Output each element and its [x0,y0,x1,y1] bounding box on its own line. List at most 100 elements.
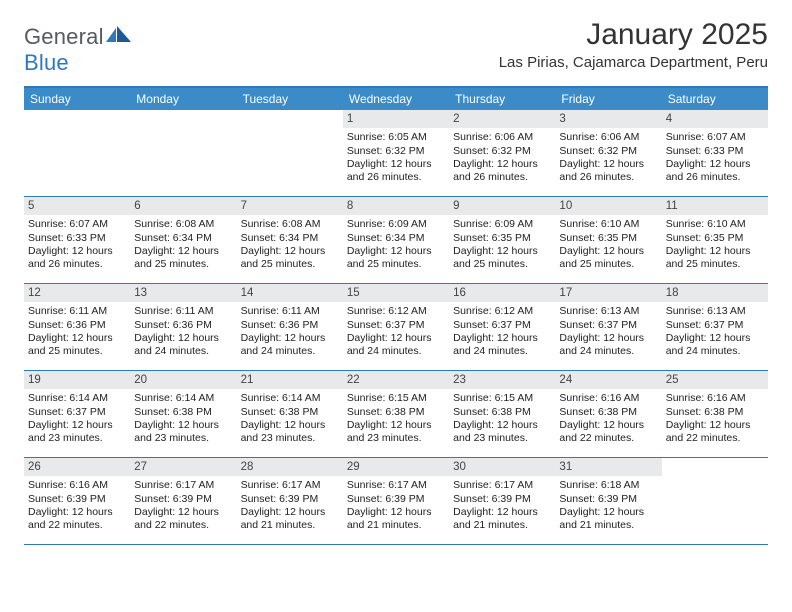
day-cell: 6Sunrise: 6:08 AMSunset: 6:34 PMDaylight… [130,197,236,283]
sunset-line: Sunset: 6:36 PM [28,319,126,332]
sunset-line: Sunset: 6:37 PM [559,319,657,332]
daylight-line: Daylight: 12 hours and 25 minutes. [28,332,126,358]
dow-cell: Saturday [662,88,768,110]
day-number: 7 [237,197,343,215]
sunset-line: Sunset: 6:35 PM [559,232,657,245]
sunrise-line: Sunrise: 6:08 AM [134,218,232,231]
day-cell: 21Sunrise: 6:14 AMSunset: 6:38 PMDayligh… [237,371,343,457]
sunrise-line: Sunrise: 6:11 AM [134,305,232,318]
daylight-line: Daylight: 12 hours and 22 minutes. [28,506,126,532]
sunrise-line: Sunrise: 6:17 AM [134,479,232,492]
dow-cell: Friday [555,88,661,110]
header: GeneralBlue January 2025 Las Pirias, Caj… [24,18,768,76]
daylight-line: Daylight: 12 hours and 26 minutes. [559,158,657,184]
day-number: 25 [662,371,768,389]
sunset-line: Sunset: 6:35 PM [666,232,764,245]
day-cell: 1Sunrise: 6:05 AMSunset: 6:32 PMDaylight… [343,110,449,196]
dow-cell: Monday [130,88,236,110]
sunrise-line: Sunrise: 6:14 AM [241,392,339,405]
month-title: January 2025 [499,18,768,52]
sunset-line: Sunset: 6:34 PM [241,232,339,245]
daylight-line: Daylight: 12 hours and 26 minutes. [28,245,126,271]
sunset-line: Sunset: 6:32 PM [347,145,445,158]
day-number: 8 [343,197,449,215]
sunset-line: Sunset: 6:34 PM [347,232,445,245]
sunset-line: Sunset: 6:37 PM [347,319,445,332]
sunrise-line: Sunrise: 6:06 AM [559,131,657,144]
day-number: 31 [555,458,661,476]
day-number: 24 [555,371,661,389]
daylight-line: Daylight: 12 hours and 23 minutes. [453,419,551,445]
day-cell: 24Sunrise: 6:16 AMSunset: 6:38 PMDayligh… [555,371,661,457]
day-number: 27 [130,458,236,476]
day-number: 13 [130,284,236,302]
sunrise-line: Sunrise: 6:16 AM [28,479,126,492]
sunset-line: Sunset: 6:39 PM [453,493,551,506]
sunset-line: Sunset: 6:33 PM [666,145,764,158]
day-number: 17 [555,284,661,302]
day-cell: 17Sunrise: 6:13 AMSunset: 6:37 PMDayligh… [555,284,661,370]
daylight-line: Daylight: 12 hours and 21 minutes. [453,506,551,532]
dow-cell: Thursday [449,88,555,110]
day-cell: 12Sunrise: 6:11 AMSunset: 6:36 PMDayligh… [24,284,130,370]
logo-mark-icon [106,24,132,44]
sunrise-line: Sunrise: 6:14 AM [134,392,232,405]
weeks-container: 1Sunrise: 6:05 AMSunset: 6:32 PMDaylight… [24,110,768,545]
day-cell: 3Sunrise: 6:06 AMSunset: 6:32 PMDaylight… [555,110,661,196]
sunset-line: Sunset: 6:36 PM [134,319,232,332]
sunrise-line: Sunrise: 6:11 AM [28,305,126,318]
dow-cell: Sunday [24,88,130,110]
day-cell: 26Sunrise: 6:16 AMSunset: 6:39 PMDayligh… [24,458,130,544]
logo-text-2: Blue [24,50,69,75]
sunrise-line: Sunrise: 6:06 AM [453,131,551,144]
sunset-line: Sunset: 6:38 PM [347,406,445,419]
day-cell: 23Sunrise: 6:15 AMSunset: 6:38 PMDayligh… [449,371,555,457]
day-number: 22 [343,371,449,389]
day-number: 15 [343,284,449,302]
sunrise-line: Sunrise: 6:07 AM [28,218,126,231]
dow-cell: Wednesday [343,88,449,110]
daylight-line: Daylight: 12 hours and 23 minutes. [347,419,445,445]
daylight-line: Daylight: 12 hours and 25 minutes. [241,245,339,271]
calendar: SundayMondayTuesdayWednesdayThursdayFrid… [24,86,768,545]
day-cell: 7 Sunrise: 6:08 AMSunset: 6:34 PMDaylight… [237,197,343,283]
day-cell [237,110,343,196]
sunset-line: Sunset: 6:37 PM [666,319,764,332]
sunrise-line: Sunrise: 6:09 AM [347,218,445,231]
sunrise-line: Sunrise: 6:09 AM [453,218,551,231]
sunset-line: Sunset: 6:38 PM [134,406,232,419]
day-cell [130,110,236,196]
day-number: 21 [237,371,343,389]
sunrise-line: Sunrise: 6:18 AM [559,479,657,492]
sunrise-line: Sunrise: 6:16 AM [666,392,764,405]
day-number: 16 [449,284,555,302]
daylight-line: Daylight: 12 hours and 23 minutes. [134,419,232,445]
week-row: 26Sunrise: 6:16 AMSunset: 6:39 PMDayligh… [24,458,768,545]
day-cell [24,110,130,196]
sunset-line: Sunset: 6:33 PM [28,232,126,245]
sunrise-line: Sunrise: 6:10 AM [666,218,764,231]
day-cell: 5Sunrise: 6:07 AMSunset: 6:33 PMDaylight… [24,197,130,283]
day-number: 3 [555,110,661,128]
daylight-line: Daylight: 12 hours and 26 minutes. [347,158,445,184]
sunset-line: Sunset: 6:37 PM [28,406,126,419]
week-row: 1Sunrise: 6:05 AMSunset: 6:32 PMDaylight… [24,110,768,197]
daylight-line: Daylight: 12 hours and 22 minutes. [134,506,232,532]
day-cell [662,458,768,544]
day-cell: 30Sunrise: 6:17 AMSunset: 6:39 PMDayligh… [449,458,555,544]
day-cell: 10Sunrise: 6:10 AMSunset: 6:35 PMDayligh… [555,197,661,283]
sunrise-line: Sunrise: 6:05 AM [347,131,445,144]
daylight-line: Daylight: 12 hours and 24 minutes. [666,332,764,358]
sunset-line: Sunset: 6:34 PM [134,232,232,245]
day-number: 4 [662,110,768,128]
day-number: 11 [662,197,768,215]
day-cell: 19Sunrise: 6:14 AMSunset: 6:37 PMDayligh… [24,371,130,457]
sunrise-line: Sunrise: 6:08 AM [241,218,339,231]
day-cell: 13Sunrise: 6:11 AMSunset: 6:36 PMDayligh… [130,284,236,370]
sunrise-line: Sunrise: 6:15 AM [347,392,445,405]
sunrise-line: Sunrise: 6:17 AM [453,479,551,492]
daylight-line: Daylight: 12 hours and 22 minutes. [666,419,764,445]
sunset-line: Sunset: 6:39 PM [347,493,445,506]
day-number: 28 [237,458,343,476]
day-cell: 28Sunrise: 6:17 AMSunset: 6:39 PMDayligh… [237,458,343,544]
